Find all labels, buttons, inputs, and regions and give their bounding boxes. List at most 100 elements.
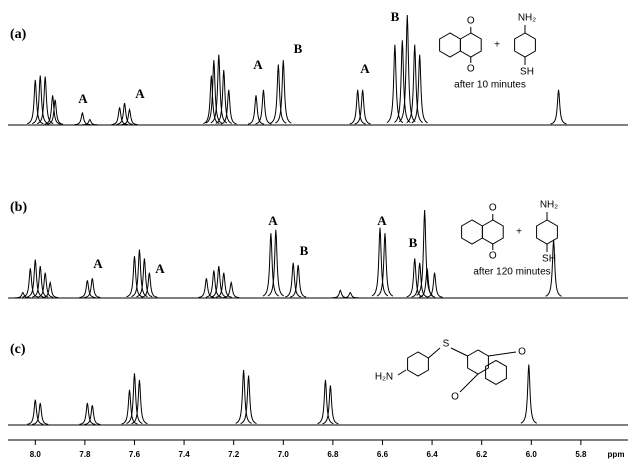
peak xyxy=(136,258,153,298)
peak xyxy=(210,266,227,298)
atom-label: NH₂ xyxy=(540,200,558,211)
peak xyxy=(235,369,252,424)
bond xyxy=(450,347,468,357)
x-axis-label: ppm xyxy=(608,450,625,459)
peak xyxy=(371,227,389,297)
peak xyxy=(131,249,148,298)
peak-annotation: A xyxy=(135,86,145,101)
peak xyxy=(354,89,371,125)
peak xyxy=(332,289,349,299)
peak xyxy=(342,291,359,299)
atom-label: S xyxy=(443,339,450,350)
panel-label: (c) xyxy=(10,342,26,357)
peak-annotation: A xyxy=(93,256,103,271)
x-tick-label: 7.2 xyxy=(228,450,240,459)
peak xyxy=(411,54,428,124)
peak xyxy=(411,262,428,298)
peak xyxy=(406,258,423,298)
x-tick-label: 7.8 xyxy=(79,450,91,459)
x-tick-label: 6.6 xyxy=(377,450,389,459)
note: after 10 minutes xyxy=(454,80,526,91)
peak-annotation: A xyxy=(360,61,370,76)
peak xyxy=(394,40,411,123)
x-tick-label: 6.8 xyxy=(327,450,339,459)
peak xyxy=(32,266,49,298)
peak xyxy=(223,280,240,299)
peak-annotation: B xyxy=(409,235,418,250)
ring xyxy=(514,32,536,58)
ring xyxy=(536,219,558,245)
ring xyxy=(439,32,461,58)
peak xyxy=(22,268,39,298)
peak xyxy=(141,272,158,298)
peak xyxy=(44,95,61,125)
atom-label: O xyxy=(489,251,497,262)
peak xyxy=(322,385,339,425)
peak xyxy=(203,75,220,124)
peak xyxy=(386,44,404,124)
peak xyxy=(419,268,436,298)
peak-annotation: A xyxy=(78,91,88,106)
peak xyxy=(220,89,237,125)
panel-label: (a) xyxy=(10,27,27,42)
peak xyxy=(37,76,54,125)
atom-label: O xyxy=(489,203,497,214)
x-tick-label: 7.0 xyxy=(278,450,290,459)
ring xyxy=(485,359,507,385)
peak xyxy=(210,54,228,124)
peak xyxy=(270,64,287,124)
peak xyxy=(79,280,96,298)
ring xyxy=(481,219,504,245)
atom-label: SH xyxy=(542,254,556,265)
atom-label: O xyxy=(467,64,475,75)
atom-label: O xyxy=(518,347,526,358)
peak xyxy=(32,402,49,425)
ring xyxy=(459,32,482,58)
peak xyxy=(79,402,96,425)
peak xyxy=(14,291,31,299)
peak xyxy=(37,272,54,298)
ring xyxy=(407,351,429,377)
peak xyxy=(406,44,423,124)
peak xyxy=(398,14,416,123)
x-tick-label: 6.0 xyxy=(526,450,538,459)
bond xyxy=(397,369,407,376)
plus: + xyxy=(516,227,522,238)
peak xyxy=(376,233,394,297)
ring xyxy=(461,219,483,245)
peak xyxy=(267,229,285,297)
bond xyxy=(459,373,479,393)
peak xyxy=(416,209,433,296)
peak xyxy=(131,379,148,425)
bond xyxy=(488,351,517,357)
peak-annotation: B xyxy=(300,243,309,258)
x-tick-label: 6.4 xyxy=(427,450,439,459)
peak xyxy=(27,399,44,425)
peak xyxy=(255,89,272,125)
peak xyxy=(285,262,302,298)
peak-annotation: A xyxy=(377,213,387,228)
plus: + xyxy=(494,40,500,51)
peak xyxy=(240,375,257,424)
peak xyxy=(126,373,143,424)
peak xyxy=(349,89,366,125)
peak xyxy=(121,389,138,425)
peak xyxy=(426,272,443,298)
atom-label: SH xyxy=(520,67,534,78)
atom-label: H₂N xyxy=(375,372,393,383)
note: after 120 minutes xyxy=(473,267,550,278)
atom-label: O xyxy=(467,16,475,27)
x-tick-label: 5.8 xyxy=(575,450,587,459)
peak xyxy=(116,102,133,125)
peak-annotation: A xyxy=(155,261,165,276)
peak xyxy=(47,99,64,125)
peak xyxy=(215,69,232,124)
peak-annotation: B xyxy=(294,41,303,56)
peak xyxy=(520,364,538,424)
peak xyxy=(27,79,44,125)
peak xyxy=(247,95,265,125)
peak xyxy=(215,272,232,298)
atom-label: O xyxy=(451,392,459,403)
x-tick-label: 7.6 xyxy=(129,450,141,459)
